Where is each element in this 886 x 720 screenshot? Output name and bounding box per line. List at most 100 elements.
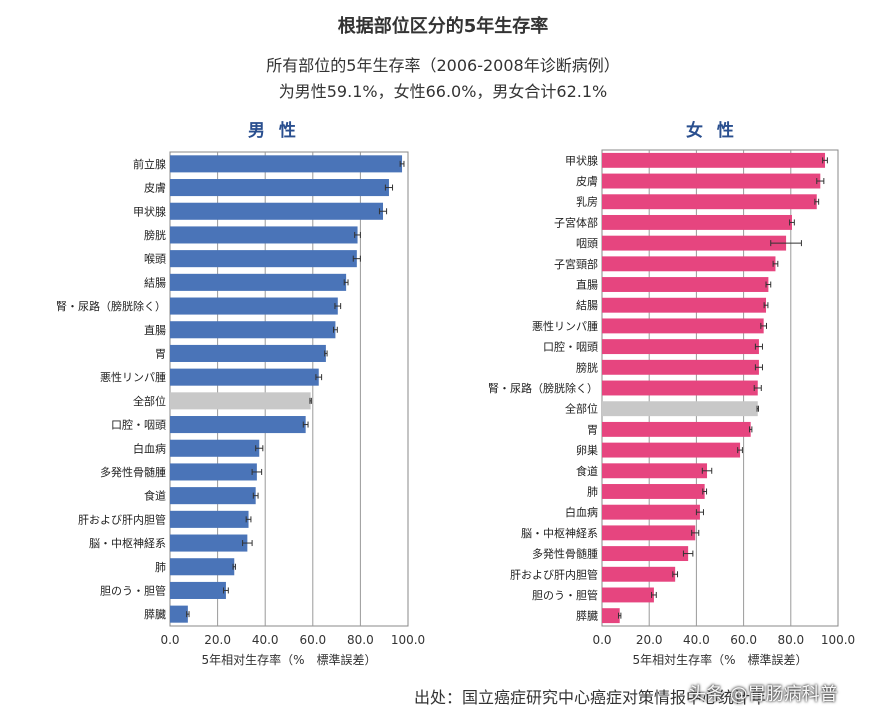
female-bar [602,297,767,313]
male-category-label: 肝および肝内胆管 [78,512,166,526]
male-bar [170,416,306,434]
male-category-label: 胃 [155,347,166,360]
male-plot-frame [169,151,409,627]
female-category-label: 肺 [587,485,598,498]
female-category-label: 食道 [576,464,598,478]
female-bar [602,401,758,417]
male-x-tick-label: 40.0 [252,633,279,647]
female-bar [602,339,759,355]
male-category-label: 胆のう・胆管 [100,583,166,597]
male-bar [170,344,326,362]
male-category-label: 甲状腺 [133,204,166,218]
female-category-label: 悪性リンパ腫 [532,319,598,333]
male-category-label: 腎・尿路（膀胱除く） [56,299,166,313]
chart-subtitle-line2: 为男性59.1%，女性66.0%，男女合计62.1% [278,82,608,101]
female-category-label: 多発性骨髄腫 [532,547,598,561]
female-panel-title: 女 性 [686,121,738,141]
male-bar [170,297,338,315]
female-category-label: 子宮頸部 [554,257,598,271]
male-category-label: 膀胱 [144,228,166,242]
male-bar [170,510,249,528]
male-category-label: 直腸 [144,323,166,337]
female-category-label: 肝および肝内胆管 [510,567,598,581]
female-category-label: 結腸 [576,298,598,312]
female-x-tick-label: 100.0 [821,633,855,647]
female-bar [602,214,792,230]
female-category-label: 口腔・咽頭 [543,340,598,354]
female-category-label: 卵巣 [576,444,598,457]
female-bar [602,525,696,541]
female-bar [602,380,758,396]
male-bar [170,250,357,268]
female-bar [602,442,741,458]
male-category-label: 脳・中枢神経系 [89,536,166,550]
male-bar [170,439,260,457]
female-bar [602,318,764,334]
female-category-label: 膀胱 [576,360,598,374]
female-category-label: 胆のう・胆管 [532,588,598,602]
female-bar [602,256,776,272]
male-bar [170,558,235,576]
male-bar [170,463,257,481]
male-category-label: 全部位 [133,394,166,408]
male-x-axis-label: 5年相对生存率（% 標準誤差） [201,652,376,667]
male-x-tick-label: 100.0 [391,633,425,647]
male-bar [170,487,256,505]
male-bar [170,321,336,339]
female-category-label: 胃 [587,423,598,436]
male-x-tick-label: 20.0 [204,633,231,647]
male-category-label: 悪性リンパ腫 [100,370,166,384]
female-x-tick-label: 40.0 [683,633,710,647]
female-bar [602,587,654,603]
female-category-label: 乳房 [576,196,598,209]
male-panel-title: 男 性 [248,121,300,141]
male-category-label: 皮膚 [144,181,166,195]
male-bar [170,605,188,623]
female-category-label: 甲状腺 [565,153,598,167]
male-category-label: 多発性骨髄腫 [100,465,166,479]
male-bar [170,392,311,410]
male-bar [170,155,403,173]
male-category-label: 口腔・咽頭 [111,418,166,432]
female-category-label: 子宮体部 [554,215,598,229]
male-bar [170,273,347,291]
male-bar [170,202,384,220]
female-x-tick-label: 80.0 [777,633,804,647]
female-category-label: 直腸 [576,278,598,292]
female-bar [602,566,676,582]
chart-subtitle-line1: 所有部位的5年生存率（2006-2008年诊断病例） [266,56,620,75]
female-bar [602,235,787,251]
male-x-tick-label: 60.0 [299,633,326,647]
male-category-label: 白血病 [133,441,166,455]
female-bar [602,421,751,437]
female-bar [602,194,817,210]
female-category-label: 膵臓 [576,610,598,623]
female-bar [602,608,620,624]
female-bar [602,173,821,189]
male-category-label: 結腸 [144,275,166,289]
male-category-label: 肺 [155,561,166,574]
female-bar [602,359,759,375]
female-bar [602,546,689,562]
male-bar [170,179,389,197]
chart-title: 根据部位区分的5年生存率 [337,16,549,37]
male-category-label: 食道 [144,489,166,503]
watermark: 头条 @胃肠病科普 [688,684,838,705]
female-bar [602,484,705,499]
source-note: 出处：国立癌症研究中心癌症对策情报中心统计年 [414,688,767,707]
female-category-label: 咽頭 [576,237,598,250]
male-category-label: 喉頭 [144,253,166,266]
male-bar [170,226,358,244]
female-category-label: 腎・尿路（膀胱除く） [488,381,598,395]
female-bar [602,504,700,520]
male-x-tick-label: 0.0 [160,633,179,647]
female-bar [602,152,826,168]
female-category-label: 全部位 [565,402,598,416]
male-category-label: 膵臓 [144,608,166,621]
female-x-tick-label: 20.0 [636,633,663,647]
female-category-label: 脳・中枢神経系 [521,526,598,540]
male-bar [170,581,226,599]
male-category-label: 前立腺 [133,157,166,171]
female-x-tick-label: 0.0 [592,633,611,647]
